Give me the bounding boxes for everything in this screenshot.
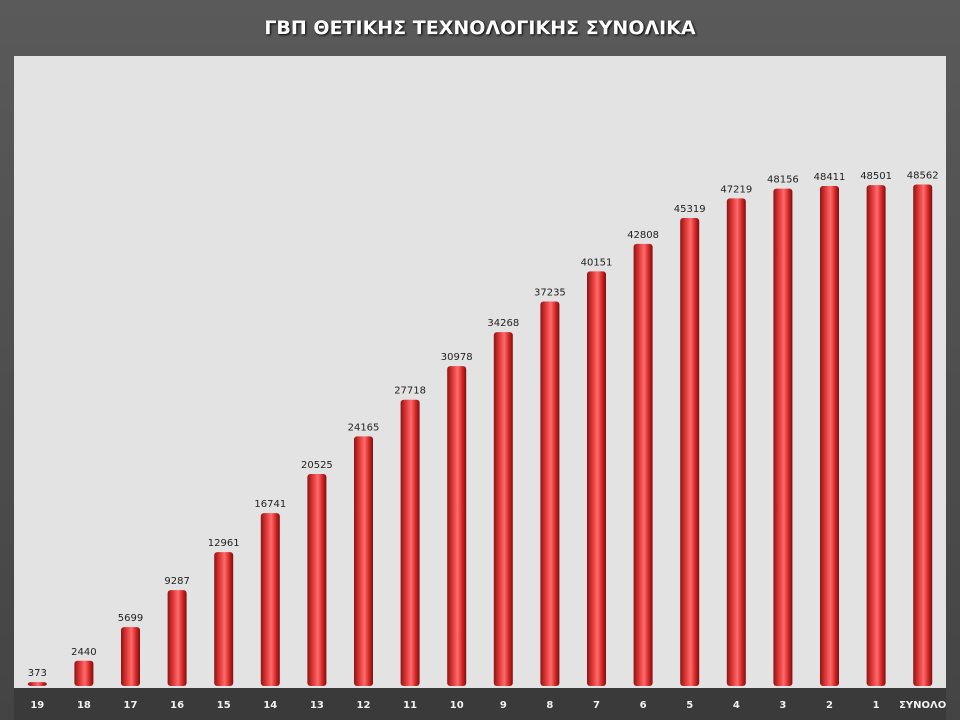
data-label-5: 45319 <box>674 204 706 215</box>
bar-9 <box>493 332 513 686</box>
tick-label-1: 1 <box>873 700 880 711</box>
data-label-15: 12961 <box>208 538 240 549</box>
bar-18 <box>74 660 94 686</box>
data-label-7: 40151 <box>581 257 613 268</box>
tick-label-19: 19 <box>30 700 44 711</box>
tick-label-16: 16 <box>170 700 184 711</box>
data-label-9: 34268 <box>487 318 519 329</box>
tick-label-14: 14 <box>263 700 277 711</box>
data-label-6: 42808 <box>627 230 659 241</box>
bar-1 <box>866 185 886 687</box>
tick-label-ΣΥΝΟΛΟ: ΣΥΝΟΛΟ <box>899 700 946 711</box>
tick-label-5: 5 <box>686 700 693 711</box>
tick-label-8: 8 <box>546 700 553 711</box>
bar-15 <box>214 552 234 686</box>
bar-ΣΥΝΟΛΟ <box>913 184 933 686</box>
tick-label-18: 18 <box>77 700 91 711</box>
chart-title: ΓΒΠ ΘΕΤΙΚΗΣ ΤΕΧΝΟΛΟΓΙΚΗΣ ΣΥΝΟΛΙΚΑ <box>264 17 696 39</box>
tick-label-4: 4 <box>733 700 740 711</box>
bar-5 <box>680 217 700 687</box>
data-label-4: 47219 <box>720 184 752 195</box>
bar-6 <box>633 243 653 686</box>
data-label-8: 37235 <box>534 287 566 298</box>
tick-label-13: 13 <box>310 700 324 711</box>
data-label-18: 2440 <box>71 647 96 658</box>
tick-label-17: 17 <box>124 700 138 711</box>
data-label-ΣΥΝΟΛΟ: 48562 <box>907 170 939 181</box>
data-label-12: 24165 <box>348 422 380 433</box>
bar-13 <box>307 474 327 686</box>
bar-10 <box>447 366 467 686</box>
data-label-14: 16741 <box>254 499 286 510</box>
tick-label-9: 9 <box>500 700 507 711</box>
tick-label-6: 6 <box>640 700 647 711</box>
bar-11 <box>400 399 420 686</box>
x-axis-bar <box>14 688 946 720</box>
data-label-2: 48411 <box>814 172 846 183</box>
tick-label-2: 2 <box>826 700 833 711</box>
data-label-11: 27718 <box>394 386 426 397</box>
data-label-19: 373 <box>28 668 47 679</box>
data-label-17: 5699 <box>118 613 143 624</box>
bar-3 <box>773 188 793 686</box>
tick-label-7: 7 <box>593 700 600 711</box>
tick-label-15: 15 <box>217 700 231 711</box>
tick-label-11: 11 <box>403 700 417 711</box>
tick-label-12: 12 <box>357 700 371 711</box>
bar-2 <box>820 186 839 686</box>
data-label-3: 48156 <box>767 175 799 186</box>
bar-14 <box>260 513 280 686</box>
bar-17 <box>121 627 140 686</box>
bar-7 <box>587 271 606 686</box>
tick-label-10: 10 <box>450 700 464 711</box>
bar-12 <box>354 436 373 686</box>
data-label-13: 20525 <box>301 460 333 471</box>
data-label-16: 9287 <box>164 576 189 587</box>
bar-16 <box>167 590 187 686</box>
data-label-1: 48501 <box>860 171 892 182</box>
data-label-10: 30978 <box>441 352 473 363</box>
tick-label-3: 3 <box>779 700 786 711</box>
bar-8 <box>540 301 560 686</box>
bar-19 <box>27 682 47 686</box>
bar-4 <box>726 198 746 686</box>
